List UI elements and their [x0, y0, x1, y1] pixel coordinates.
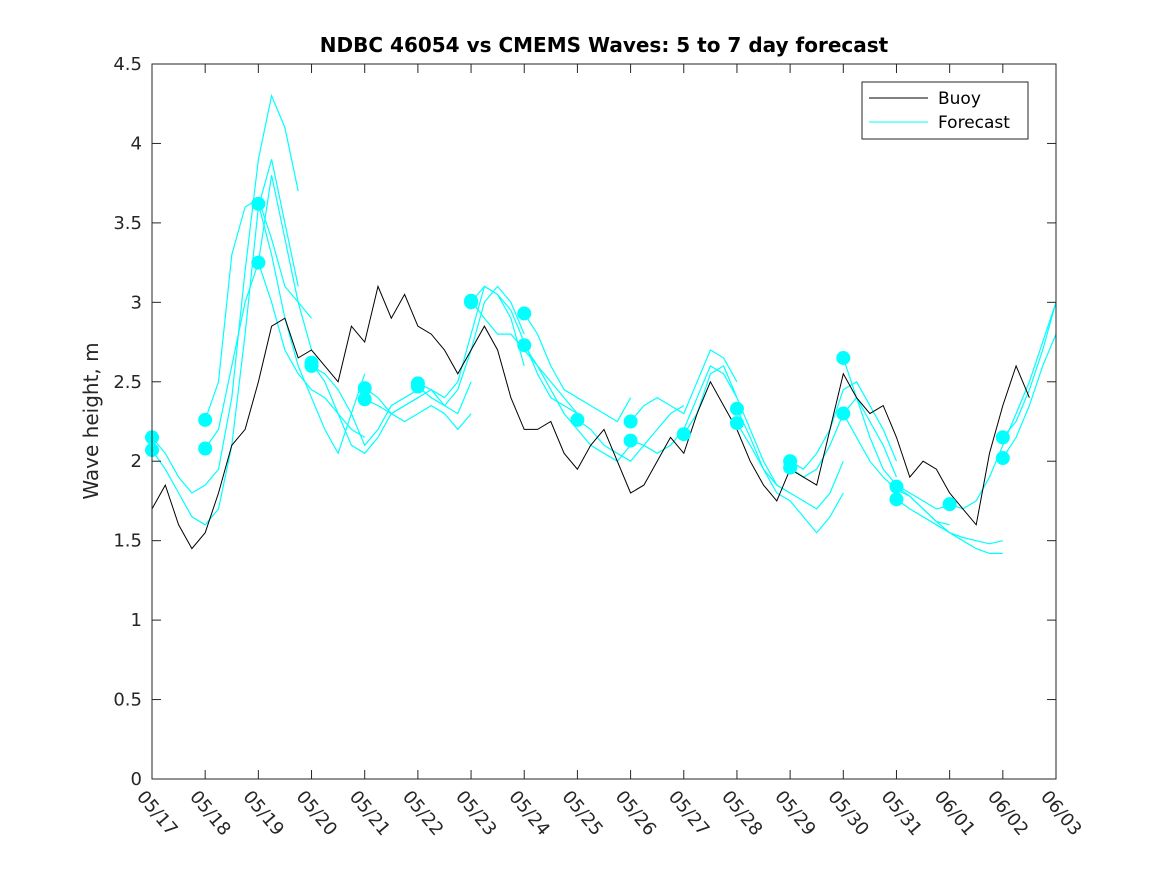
plot-area — [152, 64, 1056, 779]
y-axis-label: Wave height, m — [79, 342, 103, 499]
forecast-line — [523, 313, 632, 423]
forecast-line — [577, 405, 685, 462]
forecast-line — [736, 408, 844, 534]
forecast-start-marker — [251, 196, 266, 211]
y-tick-label: 1 — [131, 610, 142, 631]
forecast-start-marker — [729, 401, 744, 416]
forecast-line — [789, 380, 898, 470]
forecast-start-marker — [623, 433, 638, 448]
legend: Buoy Forecast — [861, 81, 1029, 140]
chart-title: NDBC 46054 vs CMEMS Waves: 5 to 7 day fo… — [320, 33, 889, 57]
forecast-start-marker — [729, 416, 744, 431]
forecast-start-marker — [304, 358, 319, 373]
forecast-start-marker — [995, 430, 1010, 445]
forecast-start-marker — [198, 412, 213, 427]
y-tick-label: 4 — [131, 133, 142, 154]
forecast-line — [896, 498, 1003, 545]
legend-buoy-label: Buoy — [938, 89, 981, 109]
forecast-start-marker — [517, 338, 532, 353]
forecast-start-marker — [410, 379, 425, 394]
forecast-start-marker — [357, 392, 372, 407]
forecast-start-marker — [836, 406, 851, 421]
forecast-start-marker — [251, 255, 266, 270]
forecast-line — [151, 93, 299, 494]
forecast-start-marker — [889, 492, 904, 507]
y-tick-label: 0 — [131, 769, 142, 790]
forecast-line — [257, 262, 366, 438]
legend-box — [861, 81, 1029, 140]
legend-forecast-label: Forecast — [938, 113, 1010, 133]
y-tick-label: 0.5 — [113, 690, 142, 711]
axes-box — [151, 63, 1057, 780]
y-tick-label: 2.5 — [113, 372, 142, 393]
forecast-line — [364, 381, 472, 415]
forecast-line — [364, 387, 472, 431]
forecast-start-marker — [623, 414, 638, 429]
forecast-line — [630, 349, 738, 422]
forecast-start-marker — [942, 497, 957, 512]
forecast-start-marker — [889, 479, 904, 494]
forecast-start-marker — [464, 295, 479, 310]
buoy-line — [151, 284, 1030, 550]
forecast-line — [523, 344, 632, 462]
plot-layer — [145, 93, 1057, 555]
y-tick-label: 4.5 — [113, 54, 142, 75]
y-tick-label: 3.5 — [113, 213, 142, 234]
forecast-line — [1002, 302, 1057, 438]
forecast-start-marker — [783, 460, 798, 475]
forecast-line — [1002, 333, 1057, 459]
forecast-line — [417, 285, 525, 399]
forecast-start-marker — [836, 350, 851, 365]
y-tick-label: 1.5 — [113, 531, 142, 552]
forecast-line — [683, 365, 791, 494]
forecast-line — [151, 159, 299, 526]
forecast-line — [257, 203, 366, 455]
forecast-line — [736, 422, 844, 510]
forecast-start-marker — [995, 451, 1010, 466]
forecast-start-marker — [570, 412, 585, 427]
forecast-start-marker — [517, 306, 532, 321]
forecast-line — [949, 302, 1057, 510]
y-tick-label: 2 — [131, 451, 142, 472]
y-axis: 0 0.5 1 1.5 2 2.5 3 3.5 4 4.5 — [113, 54, 1056, 790]
forecast-start-marker — [676, 427, 691, 442]
y-tick-label: 3 — [131, 292, 142, 313]
forecast-start-marker — [357, 381, 372, 396]
forecast-start-marker — [198, 441, 213, 456]
forecast-line — [311, 365, 419, 447]
